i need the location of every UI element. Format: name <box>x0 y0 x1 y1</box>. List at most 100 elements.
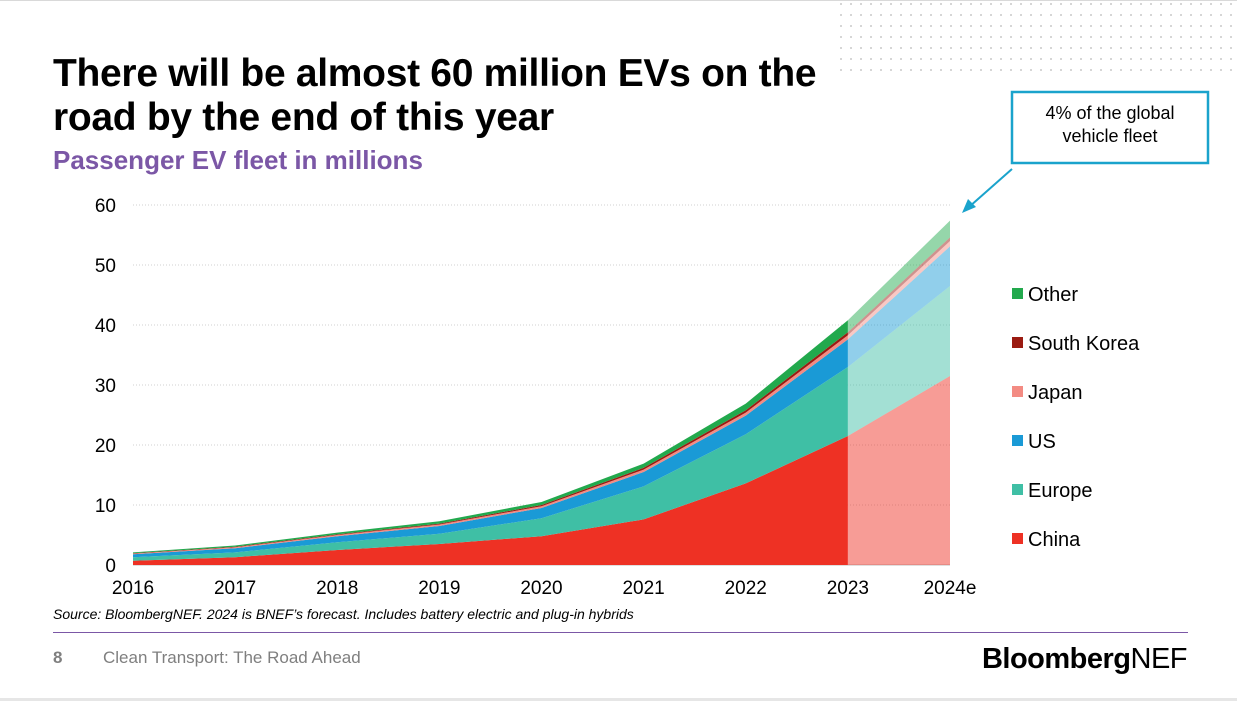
dot <box>840 3 842 5</box>
dot <box>1080 58 1082 60</box>
dot <box>1220 47 1222 49</box>
dot <box>1170 47 1172 49</box>
dot <box>880 36 882 38</box>
dot <box>1220 25 1222 27</box>
dot <box>1070 3 1072 5</box>
dot <box>1180 36 1182 38</box>
dot <box>1110 47 1112 49</box>
footer-title: Clean Transport: The Road Ahead <box>103 648 361 667</box>
dot <box>1140 36 1142 38</box>
dot <box>1190 58 1192 60</box>
dot <box>930 25 932 27</box>
dot <box>1180 3 1182 5</box>
dot <box>1090 36 1092 38</box>
legend-label: Japan <box>1028 382 1083 404</box>
dot <box>1040 3 1042 5</box>
dot <box>1020 36 1022 38</box>
dot <box>980 25 982 27</box>
legend: Other South Korea Japan US Europe China <box>1012 284 1140 551</box>
y-tick-label: 10 <box>95 496 116 517</box>
dot <box>1060 14 1062 16</box>
dot <box>1190 14 1192 16</box>
dot <box>1020 25 1022 27</box>
dot <box>940 36 942 38</box>
legend-swatch <box>1012 288 1023 299</box>
dot <box>960 36 962 38</box>
y-tick-label: 20 <box>95 436 116 457</box>
dot <box>850 47 852 49</box>
dot <box>1170 58 1172 60</box>
dot <box>1040 25 1042 27</box>
legend-label: South Korea <box>1028 333 1140 355</box>
area-other <box>847 220 950 333</box>
legend-swatch <box>1012 435 1023 446</box>
dot <box>850 69 852 71</box>
source-note: Source: BloombergNEF. 2024 is BNEF’s for… <box>53 606 634 622</box>
dot <box>1000 58 1002 60</box>
footer-divider <box>53 632 1188 633</box>
dot <box>1000 14 1002 16</box>
dot <box>1040 36 1042 38</box>
dot <box>960 58 962 60</box>
dot <box>1110 69 1112 71</box>
y-axis-ticks: 0 10 20 30 40 50 60 <box>95 196 116 577</box>
dot <box>880 47 882 49</box>
dot <box>1050 47 1052 49</box>
dot <box>1210 14 1212 16</box>
dot <box>880 69 882 71</box>
dot <box>1140 25 1142 27</box>
dot <box>1010 58 1012 60</box>
dot <box>1130 36 1132 38</box>
dot <box>990 25 992 27</box>
dot <box>1050 69 1052 71</box>
dot <box>1220 3 1222 5</box>
dot <box>1140 58 1142 60</box>
dot <box>880 58 882 60</box>
dot <box>870 25 872 27</box>
dot <box>1050 3 1052 5</box>
dot <box>1150 36 1152 38</box>
y-tick-label: 50 <box>95 256 116 277</box>
dot <box>1170 14 1172 16</box>
dot <box>1150 69 1152 71</box>
callout-box <box>1010 90 1210 165</box>
dot <box>840 14 842 16</box>
dot <box>900 58 902 60</box>
dot <box>990 58 992 60</box>
annotation-callout: 4% of the global vehicle fleet <box>962 90 1210 213</box>
dot <box>990 3 992 5</box>
dot <box>1010 3 1012 5</box>
dot <box>1190 3 1192 5</box>
chart-subtitle: Passenger EV fleet in millions <box>53 145 423 175</box>
dot <box>1070 69 1072 71</box>
dot <box>980 36 982 38</box>
dot <box>940 58 942 60</box>
dot <box>980 3 982 5</box>
dot <box>970 14 972 16</box>
callout-arrow-line <box>968 168 1013 208</box>
area-japan <box>847 241 950 340</box>
dot <box>970 25 972 27</box>
dot <box>890 14 892 16</box>
dot <box>1000 69 1002 71</box>
dot <box>900 3 902 5</box>
dot <box>1120 36 1122 38</box>
dot <box>1030 14 1032 16</box>
dot <box>1180 58 1182 60</box>
dot <box>1010 14 1012 16</box>
dot <box>1140 69 1142 71</box>
dot <box>920 58 922 60</box>
dot <box>840 69 842 71</box>
area-south-korea <box>847 237 950 336</box>
dot <box>1230 14 1232 16</box>
dot <box>1020 3 1022 5</box>
dot <box>910 36 912 38</box>
dot <box>1120 14 1122 16</box>
x-tick-label: 2021 <box>622 578 664 599</box>
dot <box>1120 25 1122 27</box>
slide-title: There will be almost 60 million EVs on t… <box>53 52 817 139</box>
logo-bold-part: Bloomberg <box>981 643 1131 675</box>
legend-label: US <box>1028 431 1056 453</box>
dot <box>990 14 992 16</box>
